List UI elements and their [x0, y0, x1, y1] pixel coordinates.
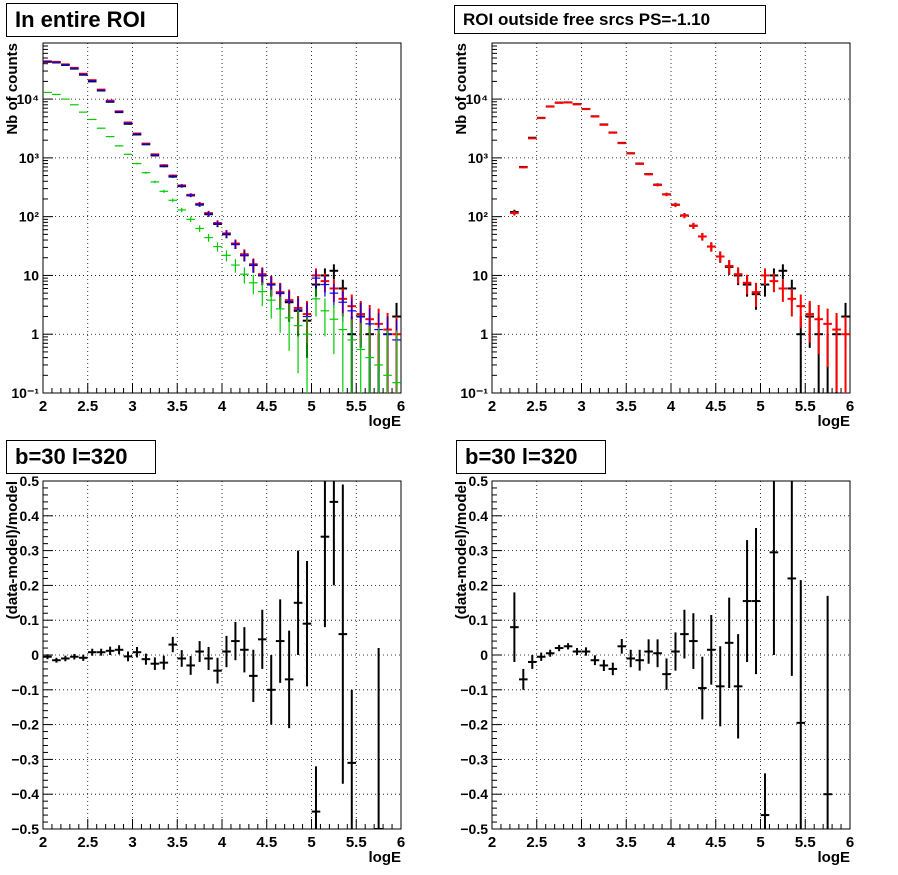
panel-residual-right: 2 2.5 3 3.5 4 4.5 5 5.5 6 −0.5 −0.4 −0.3 −0.2 −0.1 0 0.… [453, 473, 854, 866]
y-tick-label: 10³ [468, 150, 489, 166]
x-tick-label: 3.5 [616, 834, 637, 851]
x-tick-label: 5 [756, 398, 764, 415]
y-tick-label: −0.2 [11, 717, 39, 733]
x-tick-label: 2.5 [77, 834, 98, 851]
y-tick-label: 0.2 [469, 577, 489, 593]
y-axis-label: (data-model)/model [4, 481, 21, 619]
y-tick-label: 0.5 [469, 473, 489, 489]
y-tick-label: 10⁻¹ [11, 385, 39, 401]
y-tick-label: −0.5 [460, 821, 488, 837]
y-axis-label: Nb of counts [453, 43, 470, 135]
y-tick-label: −0.4 [460, 786, 488, 802]
x-tick-label: 6 [397, 834, 405, 851]
y-tick-label: 0 [31, 647, 39, 663]
x-tick-label: 5 [307, 398, 315, 415]
y-tick-label: 0.1 [469, 612, 489, 628]
y-tick-label: −0.1 [460, 682, 488, 698]
x-tick-label: 2.5 [77, 398, 98, 415]
x-axis-label: logE [369, 413, 402, 430]
x-tick-label: 4.5 [256, 398, 277, 415]
x-tick-label: 4 [218, 834, 227, 851]
x-tick-label: 5.5 [795, 834, 816, 851]
y-axis-label: (data-model)/model [453, 481, 470, 619]
y-tick-label: −0.2 [460, 717, 488, 733]
x-tick-label: 5.5 [346, 398, 367, 415]
y-tick-label: 0.2 [20, 577, 40, 593]
panel-counts-entire-roi: 2 2.5 3 3.5 4 4.5 5 5.5 6 10⁻¹ 1 10 10² 10³ 10⁴ logE Nb … [4, 42, 405, 430]
x-tick-label: 2 [39, 834, 47, 851]
series-layer [510, 481, 832, 829]
series-layer [43, 481, 383, 829]
y-axis-label: Nb of counts [4, 43, 21, 135]
y-tick-label: 0.3 [20, 543, 40, 559]
x-tick-label: 3 [577, 834, 585, 851]
y-tick-label: −0.3 [460, 751, 488, 767]
x-tick-label: 6 [846, 834, 854, 851]
x-tick-label: 3.5 [167, 398, 188, 415]
x-tick-label: 4.5 [705, 834, 726, 851]
y-tick-label: 10³ [19, 150, 40, 166]
x-tick-label: 6 [846, 398, 854, 415]
x-tick-label: 5 [756, 834, 764, 851]
y-tick-label: 0.5 [20, 473, 40, 489]
y-tick-label: 1 [480, 326, 488, 342]
y-tick-label: −0.4 [11, 786, 39, 802]
x-tick-label: 6 [397, 398, 405, 415]
x-tick-label: 4 [218, 398, 227, 415]
x-tick-label: 2 [488, 398, 496, 415]
y-tick-label: 0.1 [20, 612, 40, 628]
x-tick-label: 3 [577, 398, 585, 415]
x-tick-label: 3 [128, 398, 136, 415]
panel-residual-left: 2 2.5 3 3.5 4 4.5 5 5.5 6 −0.5 −0.4 −0.3 −0.2 −0.1 0 0.… [4, 473, 405, 866]
y-tick-label: 10⁴ [17, 91, 40, 107]
panel-counts-outside-free-srcs: 2 2.5 3 3.5 4 4.5 5 5.5 6 10⁻¹ 1 10 10² 10³ 10⁴ logE Nb … [453, 42, 854, 430]
x-tick-label: 2 [488, 834, 496, 851]
panel4-title: b=30 l=320 [456, 440, 606, 474]
y-tick-label: −0.5 [11, 821, 39, 837]
y-tick-label: 0.3 [469, 543, 489, 559]
x-tick-label: 4.5 [705, 398, 726, 415]
y-tick-label: 10² [468, 209, 489, 225]
x-tick-label: 5 [307, 834, 315, 851]
y-tick-label: 10 [23, 267, 39, 283]
y-tick-label: −0.1 [11, 682, 39, 698]
x-tick-label: 2.5 [526, 834, 547, 851]
panel3-title: b=30 l=320 [6, 440, 156, 474]
panel2-title: ROI outside free srcs PS=-1.10 [454, 5, 766, 34]
panel1-title: In entire ROI [6, 3, 178, 37]
x-axis-label: logE [369, 849, 402, 866]
y-tick-label: 10 [472, 267, 488, 283]
y-tick-label: 0 [480, 647, 488, 663]
y-tick-label: 1 [31, 326, 39, 342]
x-tick-label: 4.5 [256, 834, 277, 851]
x-tick-label: 4 [667, 398, 676, 415]
x-tick-label: 4 [667, 834, 676, 851]
y-tick-label: 10⁻¹ [460, 385, 488, 401]
y-tick-label: 10² [19, 209, 40, 225]
x-tick-label: 2 [39, 398, 47, 415]
x-axis-label: logE [818, 413, 851, 430]
x-tick-label: 5.5 [346, 834, 367, 851]
y-tick-label: −0.3 [11, 751, 39, 767]
y-tick-label: 0.4 [20, 508, 40, 524]
x-axis-label: logE [818, 849, 851, 866]
x-tick-label: 3.5 [167, 834, 188, 851]
y-tick-label: 10⁴ [466, 91, 489, 107]
series-layer [43, 60, 401, 393]
series-layer [510, 101, 850, 393]
x-tick-label: 5.5 [795, 398, 816, 415]
x-tick-label: 2.5 [526, 398, 547, 415]
y-tick-label: 0.4 [469, 508, 489, 524]
x-tick-label: 3 [128, 834, 136, 851]
x-tick-label: 3.5 [616, 398, 637, 415]
